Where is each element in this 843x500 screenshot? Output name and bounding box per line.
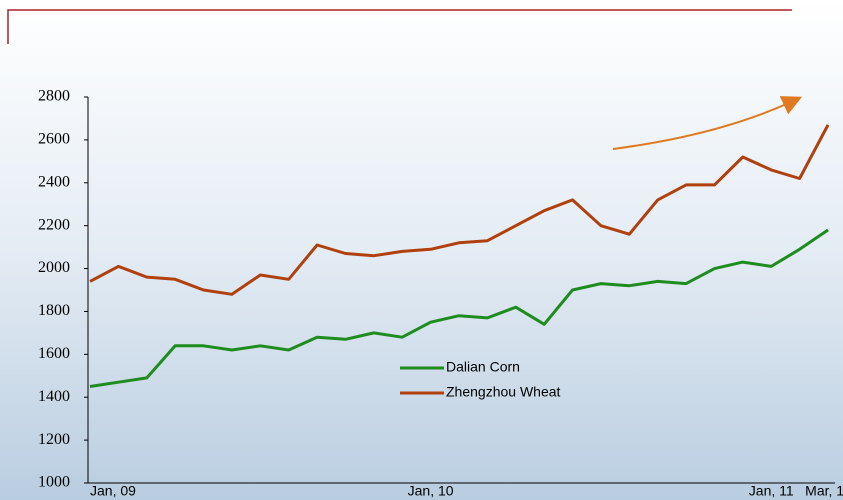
- x-tick-label: Jan, 11: [749, 483, 794, 499]
- y-tick-label: 1200: [38, 431, 70, 448]
- x-tick-label: Jan, 09: [90, 483, 136, 499]
- y-tick-label: 2800: [38, 88, 70, 105]
- legend-label: Zhengzhou Wheat: [446, 384, 561, 400]
- header-frame: [7, 9, 792, 44]
- y-tick-label: 2200: [38, 216, 70, 233]
- trend-arrow: [612, 96, 803, 150]
- y-tick-label: 1400: [38, 388, 70, 405]
- y-tick-label: 1000: [38, 474, 70, 491]
- y-tick-label: 2600: [38, 131, 70, 148]
- legend-label: Dalian Corn: [446, 359, 520, 375]
- y-tick-label: 1800: [38, 302, 70, 319]
- y-tick-label: 1600: [38, 345, 70, 362]
- y-tick-label: 2000: [38, 259, 70, 276]
- x-tick-label: Mar, 11: [805, 483, 843, 499]
- series-line: [89, 124, 830, 296]
- x-tick-label: Jan, 10: [408, 483, 454, 499]
- series-line: [89, 228, 829, 388]
- y-tick-label: 2400: [38, 173, 70, 190]
